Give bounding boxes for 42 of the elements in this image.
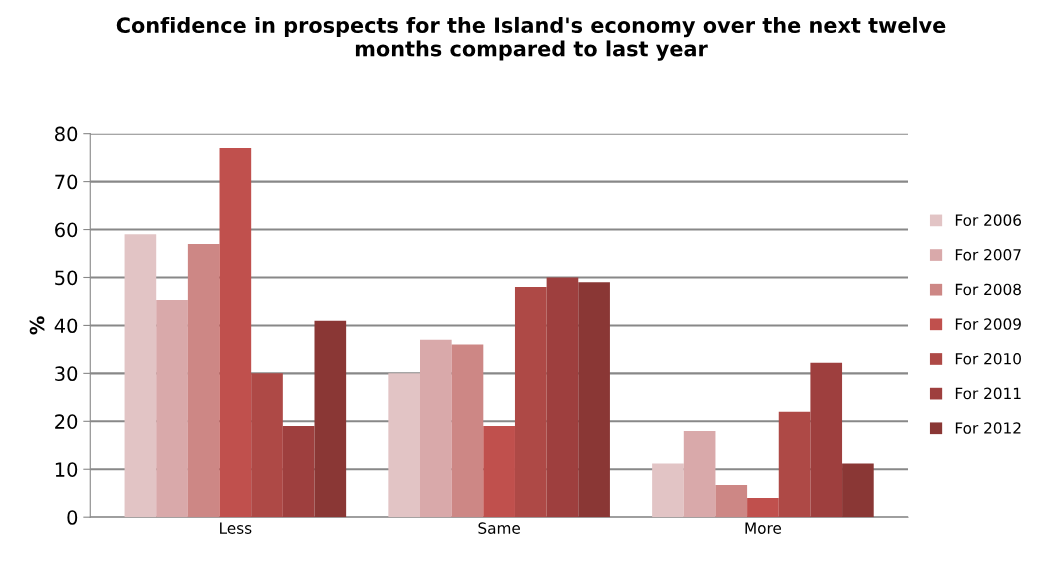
bar xyxy=(715,485,748,518)
y-tick-label: 20 xyxy=(55,414,78,429)
bar xyxy=(514,287,547,518)
bar xyxy=(282,426,315,518)
legend-label: For 2008 xyxy=(955,283,1021,296)
x-tick-label: Same xyxy=(478,522,520,534)
bar xyxy=(451,344,484,518)
y-tick-label: 10 xyxy=(55,462,78,477)
bar xyxy=(156,300,188,518)
x-tick-label: Less xyxy=(220,522,252,534)
bar xyxy=(778,411,811,518)
bar xyxy=(578,282,610,518)
legend-label: For 2010 xyxy=(955,352,1021,365)
y-tick-label: 30 xyxy=(55,366,78,382)
y-tick-label: 40 xyxy=(54,318,78,334)
bar xyxy=(251,373,283,518)
bar xyxy=(314,320,347,518)
bar xyxy=(747,498,779,518)
bar xyxy=(388,373,420,518)
chart-title: Confidence in prospects for the Island's economy over the next twelve months compared to last year xyxy=(116,16,946,61)
bar xyxy=(219,148,252,518)
x-tick-label: More xyxy=(745,522,782,534)
legend-label: For 2007 xyxy=(955,249,1021,261)
legend-label: For 2011 xyxy=(955,387,1021,400)
y-tick-label: 0 xyxy=(67,510,78,525)
bar xyxy=(483,426,515,518)
legend-label: For 2012 xyxy=(955,422,1021,434)
bar xyxy=(124,234,157,518)
y-axis-title: % xyxy=(29,316,45,335)
bar xyxy=(683,430,716,518)
bar xyxy=(546,277,579,518)
bar xyxy=(187,243,220,518)
y-tick-label: 70 xyxy=(55,174,78,190)
y-tick-label: 50 xyxy=(55,270,78,286)
legend-label: For 2009 xyxy=(955,318,1021,330)
bar xyxy=(810,362,843,518)
y-tick-label: 60 xyxy=(55,222,78,238)
bar xyxy=(652,463,684,518)
bar xyxy=(420,339,452,518)
legend-label: For 2006 xyxy=(955,214,1022,226)
y-tick-label: 80 xyxy=(55,126,78,142)
bar xyxy=(842,463,874,518)
